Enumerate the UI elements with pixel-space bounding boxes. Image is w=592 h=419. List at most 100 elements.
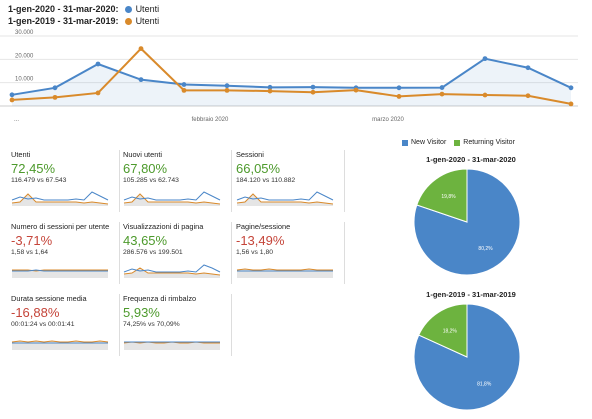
pie-title-2019: 1-gen-2019 - 31-mar-2019 [426, 290, 516, 299]
legend-new-label: New Visitor [411, 139, 447, 146]
metric-comparison: 1,58 vs 1,64 [11, 249, 49, 256]
sparkline-previous [11, 340, 109, 343]
metric-comparison: 105.285 vs 62.743 [123, 177, 179, 184]
data-point-2020[interactable] [568, 85, 574, 91]
metric-sparkline [123, 341, 220, 350]
metric-tile[interactable]: Pagine/sessione -13,49% 1,56 vs 1,80 [233, 222, 345, 284]
series-line-2020 [11, 57, 572, 96]
metric-sparkline [11, 340, 109, 350]
metric-tile[interactable]: Utenti 72,45% 116.479 vs 67.543 [8, 150, 120, 212]
pie-value-label: 80,2% [478, 246, 493, 252]
data-point-2020[interactable] [439, 85, 445, 90]
data-point-2020[interactable] [525, 65, 531, 71]
metric-change: 67,80% [123, 161, 168, 176]
metric-tile[interactable]: Visualizzazioni di pagina 43,65% 286.576 v… [120, 222, 232, 284]
metric-title: Frequenza di rimbalzo [123, 294, 197, 303]
metric-tile[interactable]: Frequenza di rimbalzo 5,93% 74,25% vs 70,0… [120, 294, 232, 356]
legend-new-swatch [402, 139, 408, 146]
metric-comparison: 286.576 vs 199.501 [123, 249, 183, 256]
metric-title: Visualizzazioni di pagina [123, 222, 204, 231]
legend-returning-label: Returning Visitor [463, 139, 515, 146]
pie-chart-2020: 80,2% 19,8% [413, 168, 521, 276]
metric-tile[interactable]: Sessioni 66,05% 184.120 vs 110.882 [233, 150, 345, 212]
metric-title: Numero di sessioni per utente [11, 222, 110, 231]
metric-comparison: 00:01:24 vs 00:01:41 [11, 321, 75, 328]
series-line-2019 [11, 47, 572, 105]
metric-title: Pagine/sessione [236, 222, 291, 231]
metric-change: 5,93% [123, 305, 160, 320]
metric-tile[interactable]: Nuovi utenti 67,80% 105.285 vs 62.743 [120, 150, 232, 212]
data-point-2020[interactable] [267, 84, 273, 90]
sparkline-previous [236, 268, 333, 271]
y-tick-label: 30.000 [15, 30, 34, 36]
pie-value-label: 18,2% [443, 328, 458, 334]
sparkline-previous [236, 193, 334, 205]
sparkline-area [12, 270, 108, 278]
data-point-2019[interactable] [224, 87, 230, 93]
legend-current-series: Utenti [135, 4, 160, 14]
sparkline-previous [11, 193, 109, 205]
metric-title: Nuovi utenti [123, 150, 163, 159]
data-point-2020[interactable] [482, 56, 488, 62]
metric-tile[interactable]: Numero di sessioni per utente -3,71% 1,58 … [8, 222, 120, 284]
data-point-2019[interactable] [568, 101, 574, 107]
metric-title: Sessioni [236, 150, 264, 159]
sparkline-previous [12, 269, 108, 272]
users-line-chart: 30.000 20.000 10.000... febbraio 2020 marzo … [0, 30, 578, 123]
data-point-2020[interactable] [181, 82, 187, 87]
sparkline-current [12, 269, 108, 272]
pie-title-2020: 1-gen-2020 - 31-mar-2020 [426, 155, 516, 164]
sparkline-previous [123, 267, 221, 276]
pie-slice-returning-visitor[interactable] [416, 168, 468, 223]
legend-previous-series: Utenti [135, 16, 160, 26]
data-point-2020[interactable] [138, 77, 144, 83]
legend-previous-range: 1-gen-2019 - 31-mar-2019: [8, 16, 119, 26]
data-point-2019[interactable] [267, 88, 273, 94]
data-point-2019[interactable] [52, 94, 58, 100]
metric-sparkline [12, 269, 108, 278]
metric-sparkline [236, 191, 334, 206]
sparkline-current [123, 191, 221, 201]
sparkline-area [124, 342, 220, 350]
x-tick-label-feb: febbraio 2020 [192, 117, 229, 123]
data-point-2019[interactable] [525, 93, 531, 99]
data-point-2019[interactable] [138, 46, 144, 51]
metric-sparkline [11, 191, 109, 206]
sparkline-current [236, 191, 334, 201]
sparkline-previous [123, 193, 221, 205]
metric-comparison: 184.120 vs 110.882 [236, 177, 296, 184]
data-point-2020[interactable] [310, 84, 316, 90]
pie-slice-returning-visitor[interactable] [418, 303, 468, 358]
data-point-2019[interactable] [439, 91, 445, 97]
data-point-2019[interactable] [482, 92, 488, 98]
metric-title: Utenti [11, 150, 31, 159]
x-tick-label-mar: marzo 2020 [372, 117, 404, 123]
legend-current: 1-gen-2020 - 31-mar-2020: Utenti [8, 3, 159, 15]
legend-returning-swatch [454, 139, 461, 146]
data-point-2019[interactable] [95, 90, 101, 96]
data-point-2019[interactable] [181, 87, 187, 93]
metric-change: -13,49% [236, 233, 285, 248]
metric-sparkline [123, 191, 221, 206]
metric-change: 66,05% [236, 161, 281, 176]
legend-current-dot [124, 5, 132, 13]
pie-chart-2019: 81,8% 18,2% [413, 303, 521, 411]
data-point-2020[interactable] [95, 61, 101, 67]
legend-previous-dot [124, 17, 132, 25]
sparkline-current [11, 191, 109, 201]
data-point-2019[interactable] [396, 94, 402, 99]
data-point-2020[interactable] [396, 85, 402, 91]
y-tick-label: 20.000 [15, 53, 34, 59]
metric-title: Durata sessione media [11, 294, 87, 303]
legend-current-range: 1-gen-2020 - 31-mar-2020: [8, 4, 119, 14]
data-point-2019[interactable] [310, 89, 316, 95]
data-point-2020[interactable] [9, 92, 15, 98]
metric-comparison: 116.479 vs 67.543 [11, 177, 67, 184]
metric-tile[interactable]: Durata sessione media -16,88% 00:01:24 vs … [8, 294, 120, 356]
data-point-2020[interactable] [52, 85, 58, 91]
data-point-2019[interactable] [353, 87, 359, 93]
metric-comparison: 74,25% vs 70,09% [123, 321, 180, 328]
data-point-2019[interactable] [9, 97, 15, 103]
metric-change: -16,88% [11, 305, 60, 320]
data-point-2020[interactable] [224, 83, 230, 89]
